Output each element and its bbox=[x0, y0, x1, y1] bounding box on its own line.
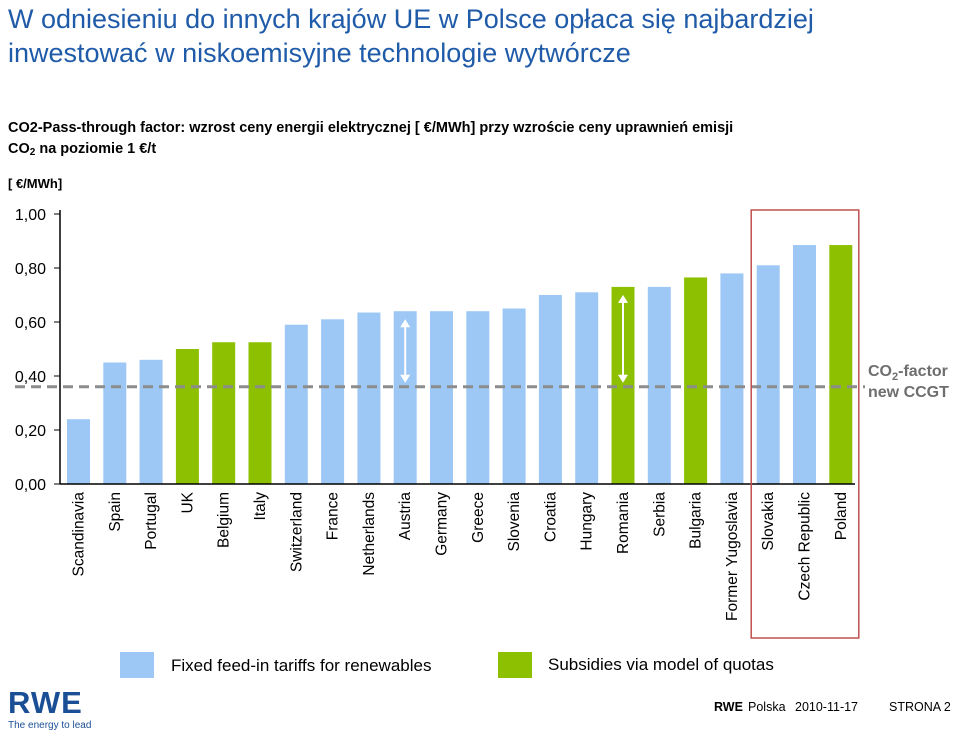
bar-greece bbox=[466, 311, 490, 484]
slide-title: W odniesieniu do innych krajów UE w Pols… bbox=[8, 4, 814, 68]
footer-brand: RWE bbox=[714, 700, 743, 714]
x-tick-label: Scandinavia bbox=[71, 492, 88, 577]
legend-label-fixed: Fixed feed-in tariffs for renewables bbox=[171, 656, 432, 675]
arrow-austria-head-up bbox=[400, 319, 411, 328]
legend-label-quota: Subsidies via model of quotas bbox=[548, 655, 774, 674]
legend-swatch-fixed bbox=[120, 652, 154, 678]
x-tick-label: Former Yugoslavia bbox=[724, 492, 741, 621]
x-tick-label: France bbox=[325, 492, 342, 540]
y-tick-label: 0,00 bbox=[15, 477, 46, 494]
bar-france bbox=[321, 319, 345, 484]
x-tick-label: Italy bbox=[252, 492, 269, 521]
footer-date: 2010-11-17 bbox=[795, 700, 859, 714]
x-tick-label: Belgium bbox=[216, 492, 233, 548]
subtitle-sub: 2 bbox=[29, 147, 36, 158]
x-tick-label: Greece bbox=[470, 492, 487, 543]
arrow-austria-head-down bbox=[400, 374, 411, 383]
bar-slovenia bbox=[502, 308, 526, 484]
x-tick-label: Netherlands bbox=[361, 492, 378, 576]
bar-czech-republic bbox=[793, 245, 816, 484]
subtitle-rest: na poziomie 1 €/t bbox=[35, 141, 157, 157]
x-tick-label: Bulgaria bbox=[688, 492, 705, 549]
x-tick-label: Slovakia bbox=[760, 492, 777, 551]
logo-wordmark: RWE bbox=[8, 685, 83, 720]
bar-germany bbox=[430, 311, 453, 484]
bar-hungary bbox=[575, 292, 599, 484]
bar-belgium bbox=[212, 342, 236, 484]
footer-country: Polska bbox=[748, 700, 786, 714]
reference-label-line2: new CCGT bbox=[868, 384, 949, 401]
y-tick-label: 0,60 bbox=[15, 315, 46, 332]
logo-tagline: The energy to lead bbox=[8, 720, 92, 731]
legend-swatch-quota bbox=[498, 652, 532, 678]
x-tick-label: Romania bbox=[615, 492, 632, 554]
x-tick-label: Germany bbox=[434, 492, 451, 556]
x-tick-label: Czech Republic bbox=[797, 492, 814, 601]
bar-spain bbox=[103, 362, 127, 484]
bar-portugal bbox=[139, 359, 163, 484]
chart-subtitle: CO2-Pass-through factor: wzrost ceny ene… bbox=[8, 118, 958, 163]
x-tick-label: Croatia bbox=[542, 492, 559, 542]
y-tick-label: 0,80 bbox=[15, 261, 46, 278]
rwe-logo: RWE The energy to lead bbox=[8, 685, 96, 732]
bar-austria bbox=[393, 311, 417, 484]
y-axis-unit: [ €/MWh] bbox=[8, 176, 63, 191]
x-tick-label: Spain bbox=[107, 492, 124, 532]
arrow-romania-head-up bbox=[618, 294, 628, 303]
x-tick-label: Poland bbox=[833, 492, 850, 540]
subtitle-co: CO bbox=[8, 141, 30, 157]
footer-page: STRONA 2 bbox=[889, 700, 951, 714]
x-tick-label: UK bbox=[179, 491, 196, 513]
y-tick-label: 0,40 bbox=[15, 369, 46, 386]
x-tick-label: Serbia bbox=[651, 492, 668, 537]
bar-former-yugoslavia bbox=[720, 273, 744, 484]
bar-italy bbox=[248, 342, 272, 484]
bar-slovakia bbox=[756, 265, 780, 484]
reference-label-line1: CO2-factor bbox=[868, 363, 948, 383]
x-tick-label: Portugal bbox=[143, 492, 160, 550]
x-tick-label: Hungary bbox=[579, 492, 596, 551]
bar-netherlands bbox=[357, 312, 381, 484]
bar-scandinavia bbox=[67, 419, 90, 484]
bar-croatia bbox=[538, 295, 562, 484]
bar-poland bbox=[829, 245, 853, 484]
bar-bulgaria bbox=[684, 277, 708, 484]
x-tick-label: Austria bbox=[397, 492, 414, 541]
bar-switzerland bbox=[284, 324, 308, 484]
highlight-box bbox=[750, 209, 860, 639]
subtitle-line-1: CO2-Pass-through factor: wzrost ceny ene… bbox=[8, 120, 734, 136]
y-tick-label: 0,20 bbox=[15, 423, 46, 440]
x-tick-label: Slovenia bbox=[506, 492, 523, 552]
bar-uk bbox=[175, 349, 199, 484]
x-tick-label: Switzerland bbox=[288, 492, 305, 572]
y-tick-label: 1,00 bbox=[15, 207, 46, 224]
arrow-romania-head-down bbox=[618, 374, 628, 383]
